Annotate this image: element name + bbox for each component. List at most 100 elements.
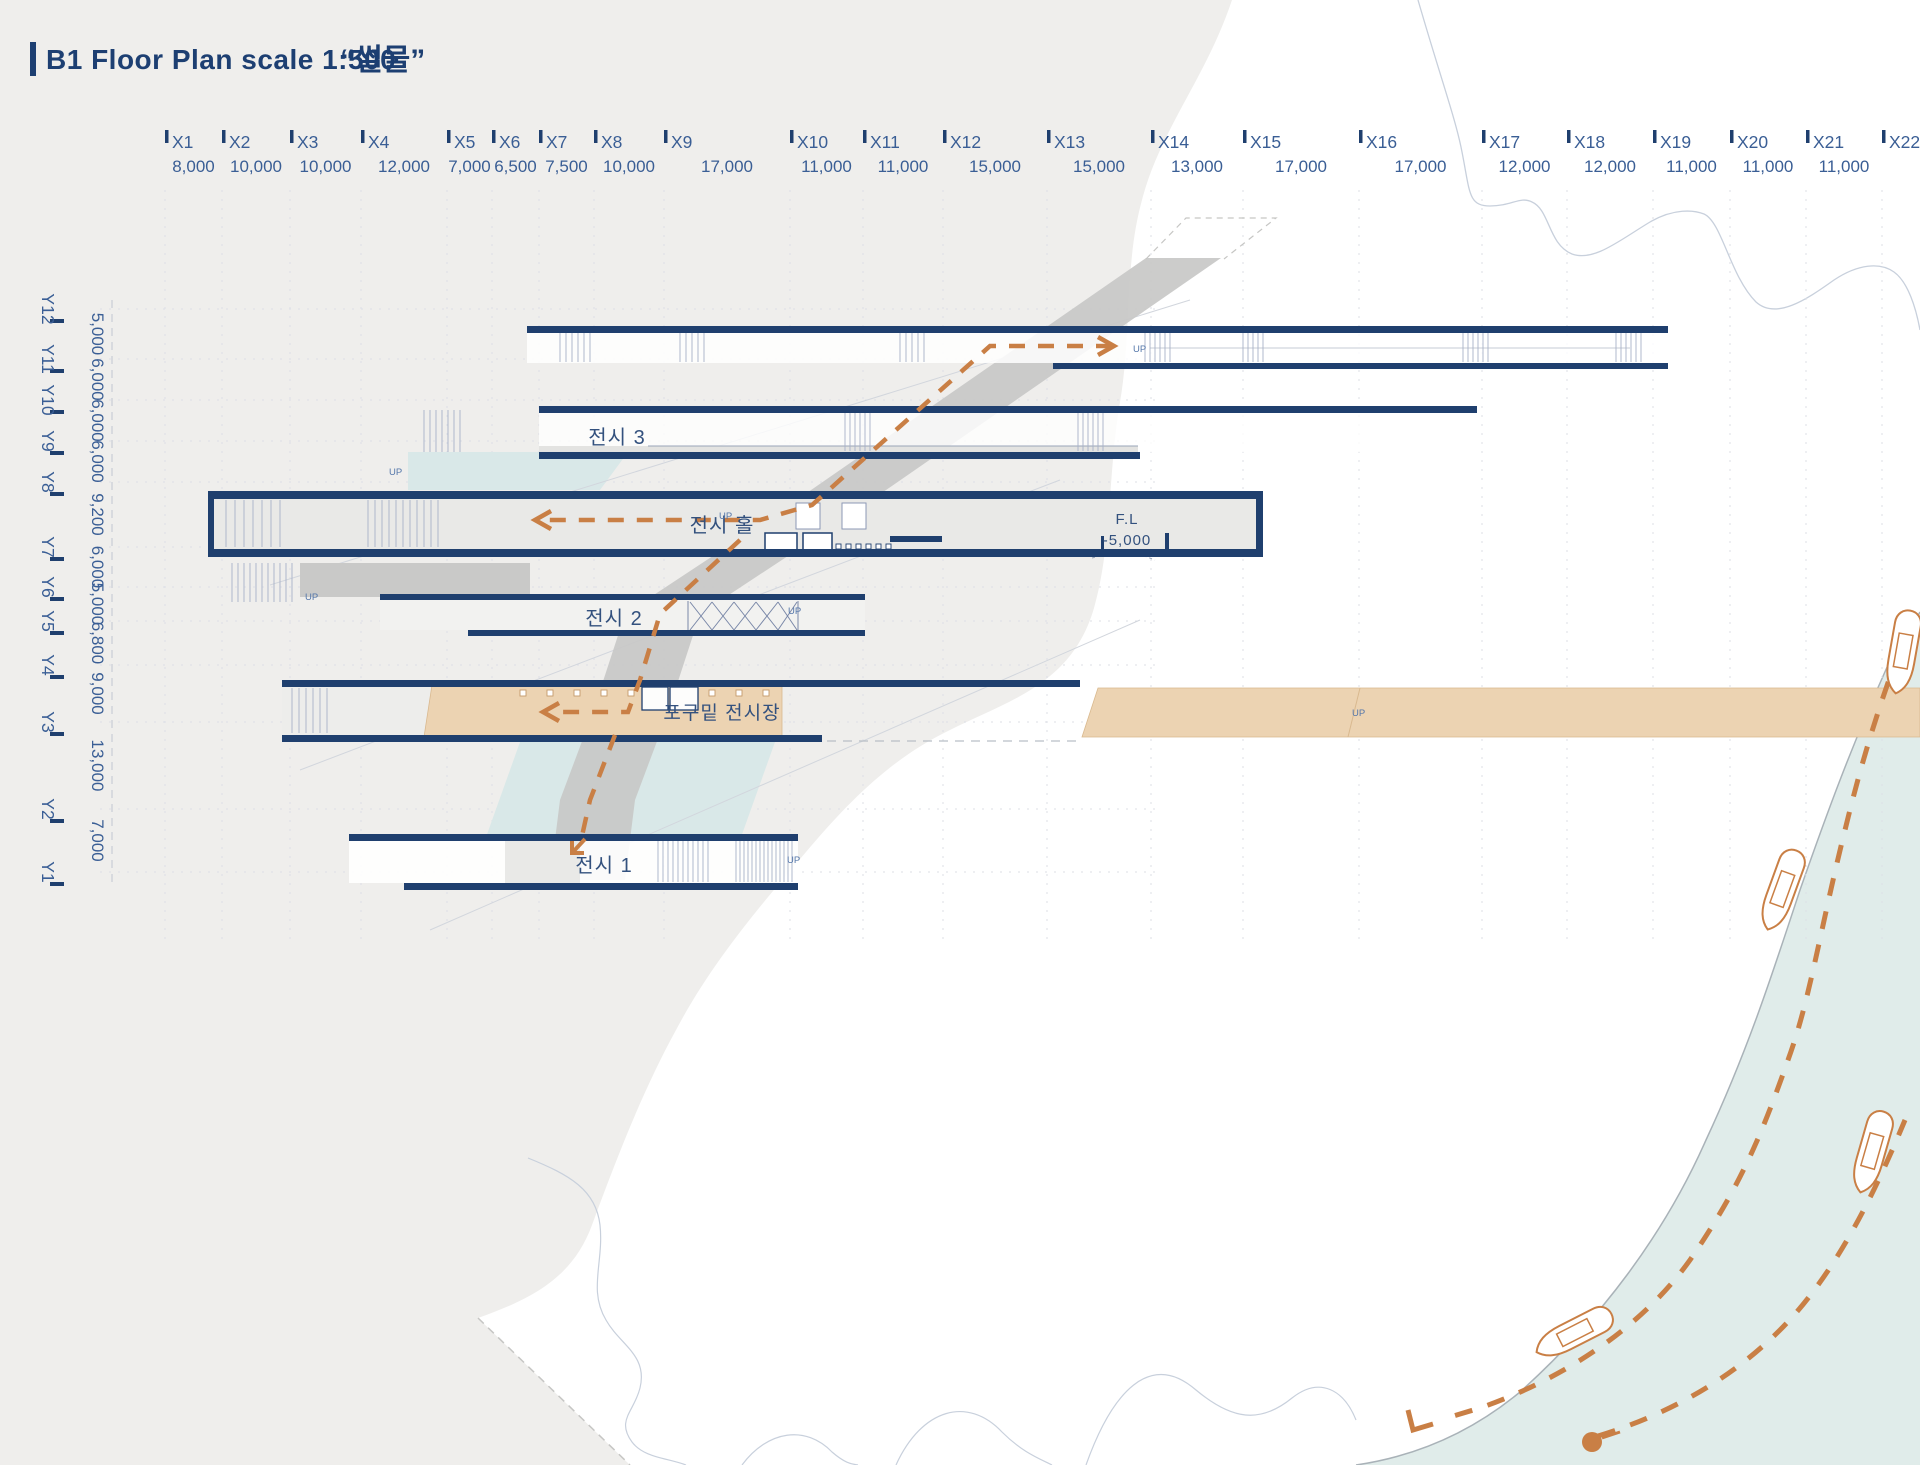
hall-tick-2 [1165, 533, 1169, 554]
x-axis-label: X21 [1813, 132, 1844, 152]
x-axis-label: X4 [368, 132, 390, 152]
room-label: 전시 2 [585, 607, 642, 630]
hall-door-2 [841, 502, 867, 530]
x-axis-label: X9 [671, 132, 692, 152]
route-origin-tail [1601, 1430, 1621, 1440]
bar4-interior [380, 600, 865, 630]
x-tick-mark [1730, 130, 1734, 143]
x-axis-label: X22 [1889, 132, 1920, 152]
x-axis: X1 8,000 X2 10,000 X3 10,000 X4 12,000 X5 7,000 X6… [165, 130, 1920, 176]
contour-line-bottom-1 [527, 1157, 687, 1465]
x-dimension: 17,000 [701, 157, 753, 176]
bar5-left-interior [282, 687, 430, 735]
pier-area [423, 684, 1920, 742]
bar5-bottom-slab [282, 735, 822, 742]
x-dimension: 11,000 [801, 157, 852, 176]
x-axis-label: X5 [454, 132, 475, 152]
x-dimension: 7,500 [545, 157, 588, 176]
x-dimension: 7,000 [448, 157, 491, 176]
y-axis-label: Y6 [38, 576, 58, 597]
sea-route [1405, 617, 1915, 1452]
bar6-gray-patch [505, 841, 580, 883]
up-label: UP [719, 511, 732, 522]
boat-icon [1535, 1305, 1614, 1357]
boat-route-branch [1597, 1119, 1908, 1439]
x-axis-label: X11 [870, 132, 900, 152]
bar2-subband [539, 446, 1138, 452]
escalator-zigzag [687, 601, 799, 631]
bar5-top-slab [282, 680, 1080, 687]
y-axis-label: Y8 [38, 471, 58, 492]
y-axis-label: Y3 [38, 711, 58, 732]
x-dimension: 12,000 [1584, 157, 1636, 176]
x-tick-mark [361, 130, 365, 143]
y-tick-mark [50, 882, 64, 886]
x-dimension: 15,000 [969, 157, 1021, 176]
x-dimension: 8,000 [172, 157, 215, 176]
x-axis-label: X2 [229, 132, 250, 152]
y-dimension: 6,800 [88, 622, 107, 665]
x-tick-mark [790, 130, 794, 143]
x-dimension: 15,000 [1073, 157, 1125, 176]
hall-interior [208, 499, 1263, 549]
y-axis-label: Y11 [38, 344, 58, 374]
arrow-left2-icon [538, 701, 561, 723]
y-axis-label: Y10 [38, 384, 58, 415]
x-axis-label: X14 [1158, 132, 1189, 152]
x-dimension: 17,000 [1395, 157, 1447, 176]
x-axis-label: X17 [1489, 132, 1520, 152]
x-axis-label: X7 [546, 132, 567, 152]
mezzanine-gray [300, 563, 530, 597]
y-axis-label: Y9 [38, 430, 58, 451]
up-label: UP [305, 592, 318, 603]
ramp-top-landing-dashed [1145, 217, 1278, 260]
bar4-top-slab [380, 594, 865, 600]
y-tick-mark [50, 631, 64, 635]
x-tick-mark [1653, 130, 1657, 143]
room-label: F.L [1115, 511, 1138, 528]
hall-wall-segment [890, 536, 942, 542]
y-tick-mark [50, 492, 64, 496]
y-axis-label: Y4 [38, 654, 58, 676]
bar6-bottom-slab [404, 883, 798, 890]
boat-icon [1886, 609, 1920, 695]
x-axis-label: X1 [172, 132, 193, 152]
y-tick-mark [50, 410, 64, 414]
title-tick [30, 42, 36, 76]
contour-line-bottom-2 [741, 1434, 859, 1465]
x-tick-mark [1482, 130, 1486, 143]
x-axis-label: X8 [601, 132, 622, 152]
bar1-top-slab [527, 326, 1668, 333]
structure-walls [208, 326, 1668, 890]
y-axis-label: Y7 [38, 536, 58, 557]
y-tick-mark [50, 675, 64, 679]
route-origin-dot [1582, 1432, 1602, 1452]
hall-bottom-slab [214, 549, 1263, 557]
x-axis-label: X13 [1054, 132, 1085, 152]
pier-deck [1081, 687, 1920, 738]
bar4-bottom-slab [468, 630, 865, 636]
x-axis-label: X3 [297, 132, 318, 152]
x-tick-mark [1567, 130, 1571, 143]
route-arrow-icon [1405, 1409, 1434, 1434]
y-tick-mark [50, 369, 64, 373]
page-title: B1 Floor Plan scale 1:500 [46, 44, 396, 75]
y-dimension: 5,000 [88, 313, 107, 356]
x-tick-mark [447, 130, 451, 143]
x-tick-mark [492, 130, 496, 143]
contour-line-top [1417, 0, 1920, 331]
x-axis-label: X6 [499, 132, 520, 152]
building-interiors [208, 333, 1668, 883]
y-dimension: 9,000 [88, 672, 107, 715]
boat-icon [1853, 1110, 1894, 1194]
room-label: 전시 1 [575, 854, 632, 877]
x-dimension: 10,000 [603, 157, 655, 176]
x-tick-mark [222, 130, 226, 143]
y-dimension: 13,000 [88, 740, 107, 792]
y-dimension: 6,000 [88, 546, 107, 589]
up-label: UP [788, 606, 801, 617]
x-tick-mark [1359, 130, 1363, 143]
x-dimension: 6,500 [494, 157, 537, 176]
y-dimension: 6,000 [88, 399, 107, 442]
up-label: UP [389, 467, 402, 478]
